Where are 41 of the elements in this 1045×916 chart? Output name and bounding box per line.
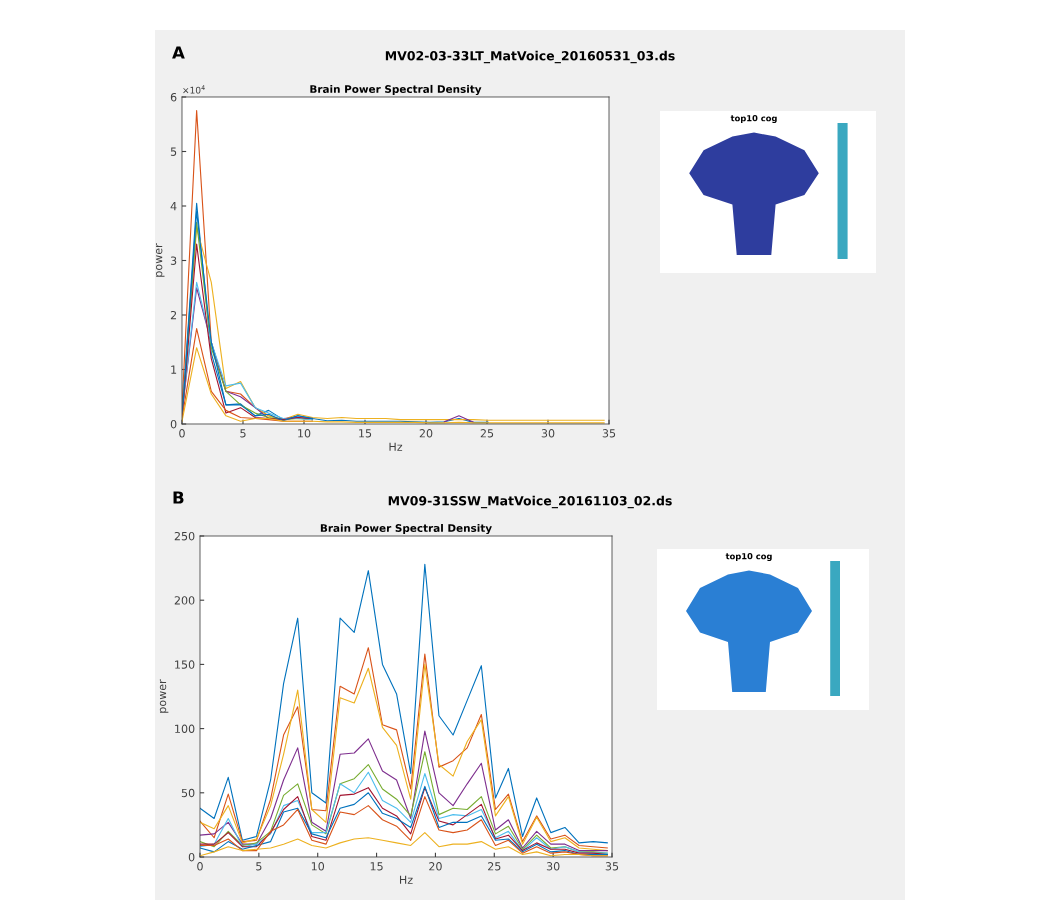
x-tick-label: 35 (605, 862, 619, 871)
x-tick-label: 25 (488, 862, 501, 871)
text: ×10$^{4}$ (183, 85, 205, 94)
y-tick-label: 0 (170, 419, 177, 429)
y-axis-title: power (155, 243, 165, 277)
y-tick-label: 200 (174, 596, 195, 605)
chart-title: Brain Power Spectral Density (320, 523, 492, 535)
x-tick-label: 15 (370, 862, 383, 871)
x-tick-label: 15 (359, 429, 372, 438)
x-tick-label: 30 (541, 429, 555, 438)
text: top10 cog (725, 553, 772, 561)
text: A (172, 46, 185, 59)
x-tick-label: 25 (480, 429, 494, 438)
x-tick-label: 35 (602, 429, 616, 438)
x-tick-label: 5 (240, 429, 246, 438)
y-tick-label: 6 (170, 92, 177, 102)
y-tick-label: 150 (175, 660, 195, 669)
y-tick-label: 2 (170, 310, 177, 320)
y-tick-label: 100 (175, 724, 195, 733)
y-tick-label: 4 (170, 202, 177, 211)
text: top10 cog (730, 115, 777, 123)
y-tick-label: 5 (170, 147, 177, 156)
text: MV09-31SSW_MatVoice_20161103_02.ds (388, 495, 672, 509)
x-axis-title: Hz (400, 875, 413, 884)
x-tick-label: 10 (298, 429, 311, 438)
y-tick-label: 50 (181, 788, 195, 798)
y-axis-title: power (159, 679, 169, 713)
chart-title: Brain Power Spectral Density (310, 84, 482, 96)
x-tick-label: 20 (419, 429, 433, 438)
x-axis-title: Hz (389, 442, 403, 451)
y-tick-label: 0 (188, 852, 195, 862)
x-tick-label: 0 (197, 862, 203, 871)
x-tick-label: 20 (429, 862, 442, 871)
y-tick-label: 250 (174, 531, 195, 541)
x-tick-label: 30 (546, 862, 560, 871)
x-tick-label: 10 (311, 862, 325, 871)
text: B (173, 491, 184, 504)
y-tick-label: 3 (170, 256, 177, 265)
y-tick-label: 1 (171, 365, 177, 374)
text: MV02-03-33LT_MatVoice_20160531_03.ds (385, 50, 675, 64)
x-tick-label: 5 (256, 862, 262, 871)
